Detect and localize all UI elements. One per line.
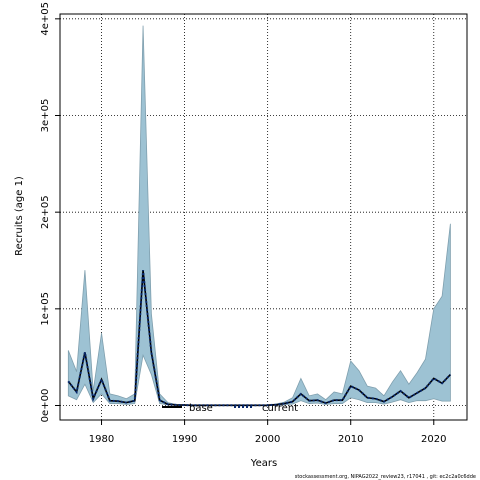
legend-base-label: base bbox=[189, 403, 213, 414]
confidence-ribbon-group bbox=[67, 25, 451, 406]
legend-current-label: current bbox=[262, 403, 298, 414]
x-axis-title: Years bbox=[250, 458, 277, 469]
y-axis-title: Recruits (age 1) bbox=[14, 176, 25, 256]
y-tick-label: 0e+00 bbox=[40, 389, 51, 423]
plot-frame bbox=[59, 13, 468, 421]
x-tick-label: 1980 bbox=[89, 434, 114, 445]
x-axis: 1980 1990 2000 2010 2020 bbox=[89, 420, 447, 445]
grid bbox=[60, 14, 467, 420]
x-tick-label: 2000 bbox=[255, 434, 280, 445]
y-tick-label: 4e+05 bbox=[40, 2, 51, 36]
confidence-ribbon bbox=[67, 25, 451, 406]
y-axis: 0e+00 1e+05 2e+05 3e+05 4e+05 bbox=[40, 2, 60, 422]
series-line-current bbox=[67, 270, 452, 407]
line-group bbox=[67, 270, 452, 407]
x-tick-label: 2010 bbox=[338, 434, 363, 445]
footer-note: stockassessment.org, NIPAG2022_review23,… bbox=[295, 474, 476, 480]
legend: base current bbox=[162, 403, 298, 414]
x-tick-label: 2020 bbox=[421, 434, 446, 445]
y-tick-label: 2e+05 bbox=[40, 195, 51, 229]
y-tick-label: 1e+05 bbox=[40, 292, 51, 326]
x-tick-label: 1990 bbox=[172, 434, 197, 445]
y-tick-label: 3e+05 bbox=[40, 99, 51, 133]
